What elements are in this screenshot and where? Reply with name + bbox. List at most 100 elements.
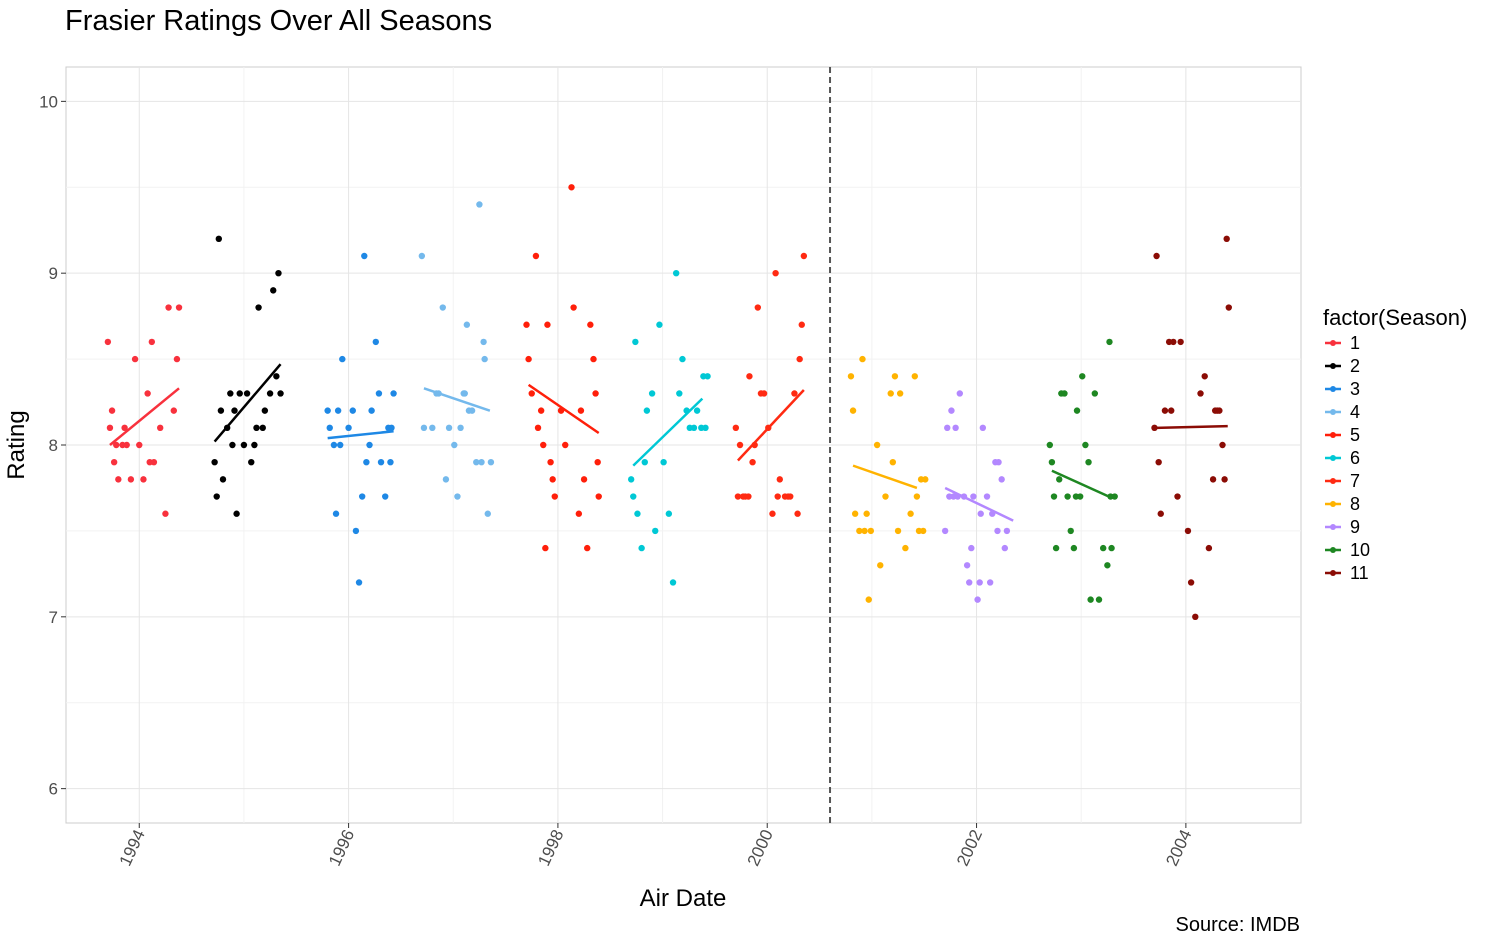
legend-label-1: 1	[1350, 333, 1360, 353]
point-season-5	[587, 321, 594, 328]
point-season-4	[468, 407, 476, 414]
point-season-3	[345, 424, 352, 432]
point-season-1	[131, 355, 139, 363]
point-season-7	[745, 493, 752, 500]
y-tick-label: 9	[49, 264, 58, 283]
point-season-9	[994, 527, 1001, 535]
point-season-9	[995, 458, 1002, 466]
point-season-7	[754, 304, 762, 311]
point-season-10	[1052, 544, 1060, 552]
point-season-3	[358, 493, 366, 500]
point-season-6	[630, 493, 637, 500]
point-season-1	[156, 424, 164, 432]
point-season-3	[355, 579, 363, 586]
point-season-4	[439, 304, 446, 311]
point-season-6	[638, 544, 645, 552]
point-season-11	[1209, 476, 1217, 483]
point-season-5	[534, 424, 542, 432]
trend-line-season-9	[944, 486, 1014, 522]
point-season-2	[255, 304, 262, 311]
point-season-10	[1087, 596, 1094, 603]
point-season-3	[372, 338, 379, 346]
legend-key-dot-9	[1330, 524, 1336, 530]
point-season-4	[461, 390, 468, 397]
point-season-7	[798, 321, 805, 328]
point-season-10	[1106, 338, 1113, 346]
point-season-8	[907, 510, 914, 517]
point-season-5	[544, 321, 551, 328]
point-season-3	[352, 527, 360, 535]
point-season-1	[108, 407, 116, 414]
point-season-11	[1155, 458, 1162, 466]
point-season-11	[1174, 493, 1181, 500]
point-season-6	[641, 458, 648, 466]
point-season-9	[979, 424, 987, 432]
point-season-1	[173, 355, 181, 363]
point-season-3	[361, 252, 368, 260]
point-season-10	[1072, 493, 1080, 500]
trend-line-season-1	[109, 387, 180, 446]
point-season-5	[584, 544, 591, 552]
point-season-9	[944, 424, 951, 432]
point-season-5	[549, 476, 556, 483]
point-season-5	[592, 390, 599, 397]
point-season-10	[1095, 596, 1103, 603]
legend-key-dot-11	[1330, 570, 1336, 576]
point-season-11	[1225, 304, 1232, 311]
point-season-11	[1205, 544, 1213, 552]
point-season-6	[669, 579, 677, 586]
y-axis: 6 7 8 9 10	[39, 92, 66, 799]
point-season-1	[175, 304, 183, 311]
legend-label-9: 9	[1350, 517, 1360, 537]
point-season-5	[532, 252, 540, 260]
point-season-5	[575, 510, 583, 517]
point-season-8	[896, 390, 904, 397]
point-season-2	[215, 235, 223, 243]
point-season-2	[240, 441, 248, 449]
point-season-10	[1064, 493, 1071, 500]
point-season-3	[375, 390, 383, 397]
y-tick-label: 10	[39, 92, 58, 111]
legend-label-11: 11	[1350, 563, 1369, 583]
point-season-10	[1067, 527, 1074, 535]
point-season-5	[595, 493, 602, 500]
point-season-1	[148, 338, 156, 346]
point-season-2	[231, 407, 238, 414]
point-season-11	[1216, 407, 1223, 414]
legend-key-dot-4	[1330, 409, 1336, 415]
point-season-2	[261, 407, 269, 414]
point-season-1	[150, 458, 158, 466]
point-season-6	[676, 390, 683, 397]
point-season-3	[366, 441, 373, 449]
point-season-7	[736, 441, 744, 449]
point-season-10	[1108, 544, 1115, 552]
point-season-6	[643, 407, 651, 414]
point-season-2	[229, 441, 236, 449]
point-season-8	[873, 441, 881, 449]
point-season-7	[794, 510, 801, 517]
point-season-9	[977, 510, 984, 517]
legend-label-8: 8	[1350, 494, 1360, 514]
legend-key-dot-2	[1330, 363, 1336, 369]
point-season-9	[986, 579, 994, 586]
point-season-1	[123, 441, 130, 449]
point-season-1	[165, 304, 172, 311]
point-season-8	[877, 562, 884, 569]
legend-key-dot-6	[1330, 455, 1336, 461]
point-season-5	[551, 493, 558, 500]
point-season-4	[484, 510, 491, 517]
point-season-4	[420, 424, 428, 432]
point-season-8	[887, 390, 894, 397]
trend-line-season-11	[1156, 424, 1228, 430]
point-season-11	[1151, 424, 1158, 432]
point-season-4	[473, 458, 480, 466]
point-season-7	[796, 355, 803, 363]
point-season-2	[243, 390, 251, 397]
point-season-4	[445, 424, 453, 432]
point-season-2	[248, 458, 255, 466]
point-season-11	[1219, 441, 1226, 449]
point-season-5	[537, 407, 545, 414]
point-season-11	[1177, 338, 1184, 346]
point-season-5	[540, 441, 547, 449]
point-season-11	[1153, 252, 1160, 260]
